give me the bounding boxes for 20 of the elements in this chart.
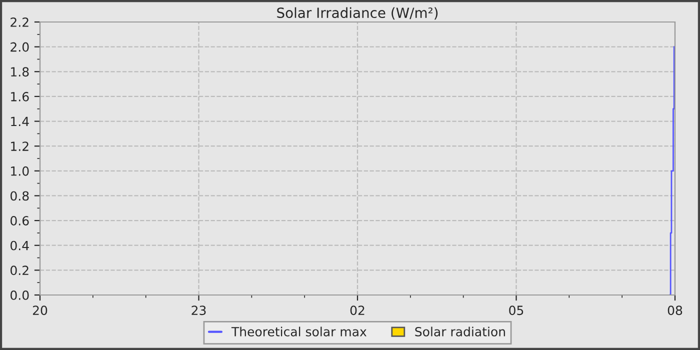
y-tick-label: 1.0: [11, 166, 29, 176]
chart-title: Solar Irradiance (W/m²): [277, 7, 438, 20]
x-tick-label: 05: [509, 306, 524, 316]
y-tick-label: 1.4: [11, 116, 29, 126]
x-tick-label: 20: [32, 306, 48, 316]
x-tick-label: 02: [350, 306, 364, 316]
y-tick-label: 0.6: [10, 216, 29, 226]
y-tick-label: 1.6: [11, 92, 29, 102]
y-tick-label: 1.8: [11, 67, 29, 77]
y-tick-label: 2.0: [10, 42, 29, 52]
y-tick-label: 1.2: [11, 142, 28, 151]
y-tick-label: 0.8: [10, 191, 29, 201]
x-tick-label: 23: [192, 306, 206, 316]
y-tick-label: 0.0: [10, 290, 29, 300]
x-tick-label: 08: [668, 306, 682, 316]
y-tick-label: 2.2: [10, 17, 28, 27]
legend-label: Theoretical solar max: [231, 326, 366, 336]
y-tick-label: 0.4: [10, 240, 29, 250]
y-tick-label: 0.2: [10, 266, 28, 276]
legend-label: Solar radiation: [415, 326, 505, 336]
